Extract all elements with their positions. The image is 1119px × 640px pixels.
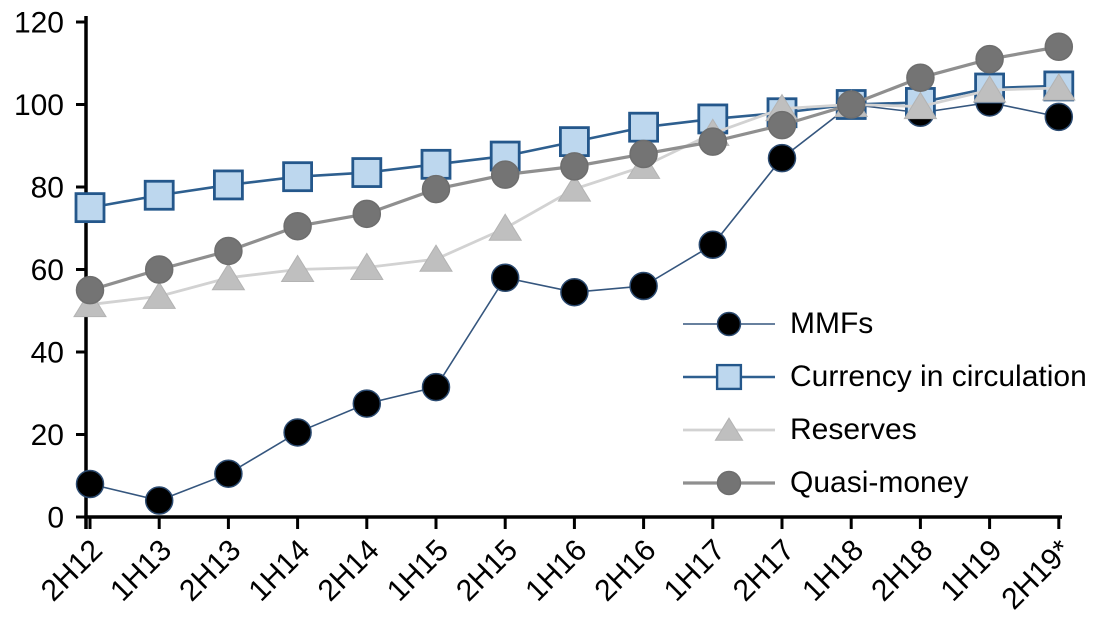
- legend-label-mmfs: MMFs: [790, 307, 874, 340]
- legend-key-reserves-icon: [683, 417, 775, 441]
- data-point: [211, 262, 246, 291]
- data-point: [906, 63, 935, 92]
- x-tick-label: 2H19*: [995, 533, 1078, 616]
- legend-label-reserves: Reserves: [790, 413, 917, 446]
- legend-item-quasi-money: Quasi-money: [683, 466, 1087, 500]
- legend-key-currency-icon: [683, 363, 775, 391]
- x-tick-label: 2H14: [312, 534, 386, 608]
- data-point: [698, 127, 728, 156]
- data-point: [280, 254, 315, 282]
- data-point: [975, 44, 1004, 74]
- y-tick-label: 60: [31, 254, 64, 287]
- data-point: [352, 199, 382, 229]
- data-point: [714, 417, 744, 441]
- data-point: [283, 211, 312, 241]
- data-point: [972, 75, 1007, 103]
- x-tick-label: 1H14: [243, 534, 317, 608]
- x-tick-label: 2H18: [865, 534, 939, 608]
- data-point: [283, 418, 312, 447]
- data-point: [214, 236, 243, 266]
- data-point: [559, 126, 590, 158]
- data-point: [75, 275, 105, 305]
- legend-key-quasi-money-icon: [683, 470, 775, 496]
- data-point: [716, 311, 742, 337]
- data-point: [903, 91, 938, 120]
- data-point: [419, 244, 453, 272]
- legend-label-currency-in-circulation: Currency in circulation: [790, 360, 1087, 393]
- data-point: [144, 486, 174, 515]
- data-point: [490, 160, 520, 189]
- data-point: [351, 157, 383, 188]
- legend-item-currency-in-circulation: Currency in circulation: [683, 360, 1087, 394]
- y-tick-label: 0: [47, 502, 64, 535]
- data-point: [143, 179, 175, 211]
- data-point: [715, 363, 743, 391]
- data-point: [74, 192, 106, 224]
- data-point: [836, 90, 866, 119]
- data-point: [629, 271, 658, 301]
- data-point: [420, 148, 452, 180]
- data-point: [144, 255, 174, 284]
- data-point: [282, 161, 314, 193]
- x-tick-label: 1H16: [519, 534, 593, 608]
- data-point: [767, 110, 797, 140]
- x-axis: 2H121H132H131H142H141H152H151H162H161H17…: [35, 515, 1078, 616]
- y-tick-label: 40: [31, 337, 64, 370]
- data-point: [490, 263, 520, 292]
- legend-item-reserves: Reserves: [683, 413, 1087, 447]
- data-point: [214, 459, 243, 488]
- data-point: [1044, 32, 1074, 61]
- x-tick-label: 2H13: [173, 534, 247, 608]
- y-tick-label: 120: [14, 7, 64, 40]
- data-point: [557, 174, 592, 202]
- data-point: [75, 469, 105, 499]
- data-point: [629, 139, 658, 169]
- x-tick-label: 1H17: [658, 534, 732, 608]
- data-point: [560, 152, 589, 181]
- data-point: [421, 174, 451, 204]
- y-tick-label: 20: [31, 419, 64, 452]
- series-quasi-money: [75, 32, 1074, 305]
- data-point: [628, 111, 659, 143]
- data-point: [421, 372, 451, 402]
- legend-key-mmfs-icon: [683, 311, 775, 337]
- x-tick-label: 1H13: [104, 534, 178, 608]
- data-point: [212, 169, 244, 201]
- legend-label-quasi-money: Quasi-money: [790, 466, 969, 499]
- data-point: [1041, 73, 1076, 101]
- data-point: [560, 277, 589, 307]
- x-tick-label: 1H18: [796, 534, 870, 608]
- y-tick-label: 100: [14, 89, 64, 122]
- data-point: [698, 230, 728, 259]
- data-point: [349, 252, 384, 280]
- y-tick-label: 80: [31, 172, 64, 205]
- data-point: [767, 143, 797, 173]
- x-tick-label: 2H16: [589, 534, 663, 608]
- x-tick-label: 2H15: [450, 534, 524, 608]
- legend-item-mmfs: MMFs: [683, 307, 1087, 341]
- data-point: [716, 470, 742, 496]
- chart-legend: MMFs Currency in circulation Reserves Qu…: [683, 307, 1087, 519]
- x-tick-label: 1H15: [381, 534, 455, 608]
- x-tick-label: 2H17: [727, 534, 801, 608]
- data-point: [488, 213, 523, 241]
- x-tick-label: 2H12: [35, 534, 109, 608]
- data-point: [352, 389, 382, 418]
- x-tick-label: 1H19: [935, 534, 1009, 608]
- data-point: [1044, 102, 1074, 132]
- y-axis: 0 20 40 60 80 100 120: [14, 7, 88, 535]
- data-point: [142, 281, 177, 309]
